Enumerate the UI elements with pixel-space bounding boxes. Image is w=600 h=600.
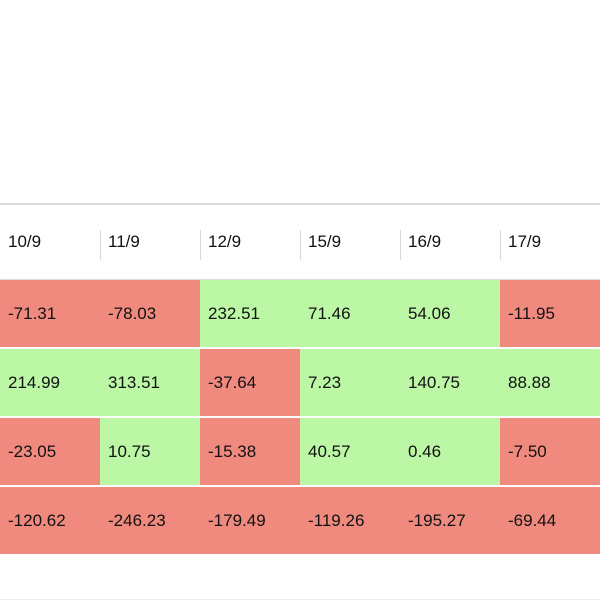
column-header-label: 10/9	[8, 232, 42, 251]
column-header-label: 11/9	[108, 232, 140, 251]
table-cell: -11.95	[500, 280, 600, 347]
table-cell: -23.05	[0, 418, 100, 485]
column-header[interactable]: 15/9	[300, 205, 400, 279]
column-separator	[500, 230, 501, 260]
table-cell: -195.27	[400, 487, 500, 554]
table-cell: 54.06	[400, 280, 500, 347]
table-cell: -119.26	[300, 487, 400, 554]
column-header[interactable]: 16/9	[400, 205, 500, 279]
table-row: -71.31 -78.03 232.51 71.46 54.06 -11.95	[0, 280, 600, 349]
table-cell: 232.51	[200, 280, 300, 347]
table-header-row: 10/9 11/9 12/9 15/9 16/9 17/9	[0, 205, 600, 280]
table-cell: 313.51	[100, 349, 200, 416]
table-cell: 140.75	[400, 349, 500, 416]
table-cell: -7.50	[500, 418, 600, 485]
table-row: 214.99 313.51 -37.64 7.23 140.75 88.88	[0, 349, 600, 418]
table-cell: 88.88	[500, 349, 600, 416]
table-cell: -69.44	[500, 487, 600, 554]
table-cell: -179.49	[200, 487, 300, 554]
column-header-label: 12/9	[208, 232, 242, 251]
column-header[interactable]: 10/9	[0, 205, 100, 279]
table-row: -120.62 -246.23 -179.49 -119.26 -195.27 …	[0, 487, 600, 554]
table-cell: 214.99	[0, 349, 100, 416]
table-cell: -71.31	[0, 280, 100, 347]
table-top-rule	[0, 203, 600, 205]
column-header-label: 17/9	[508, 232, 542, 251]
table-cell: -78.03	[100, 280, 200, 347]
table-cell: 7.23	[300, 349, 400, 416]
table-cell: 40.57	[300, 418, 400, 485]
table-cell: -37.64	[200, 349, 300, 416]
column-header-label: 15/9	[308, 232, 342, 251]
column-header-label: 16/9	[408, 232, 442, 251]
column-separator	[400, 230, 401, 260]
column-separator	[100, 230, 101, 260]
table-cell: -246.23	[100, 487, 200, 554]
table-row: -23.05 10.75 -15.38 40.57 0.46 -7.50	[0, 418, 600, 487]
table-cell: -15.38	[200, 418, 300, 485]
table-cell: 71.46	[300, 280, 400, 347]
table-cell: 10.75	[100, 418, 200, 485]
column-header[interactable]: 12/9	[200, 205, 300, 279]
column-header[interactable]: 17/9	[500, 205, 600, 279]
column-separator	[300, 230, 301, 260]
table-cell: 0.46	[400, 418, 500, 485]
column-header[interactable]: 11/9	[100, 205, 200, 279]
data-table: 10/9 11/9 12/9 15/9 16/9 17/9 -71.31 -78…	[0, 203, 600, 554]
column-separator	[200, 230, 201, 260]
table-cell: -120.62	[0, 487, 100, 554]
